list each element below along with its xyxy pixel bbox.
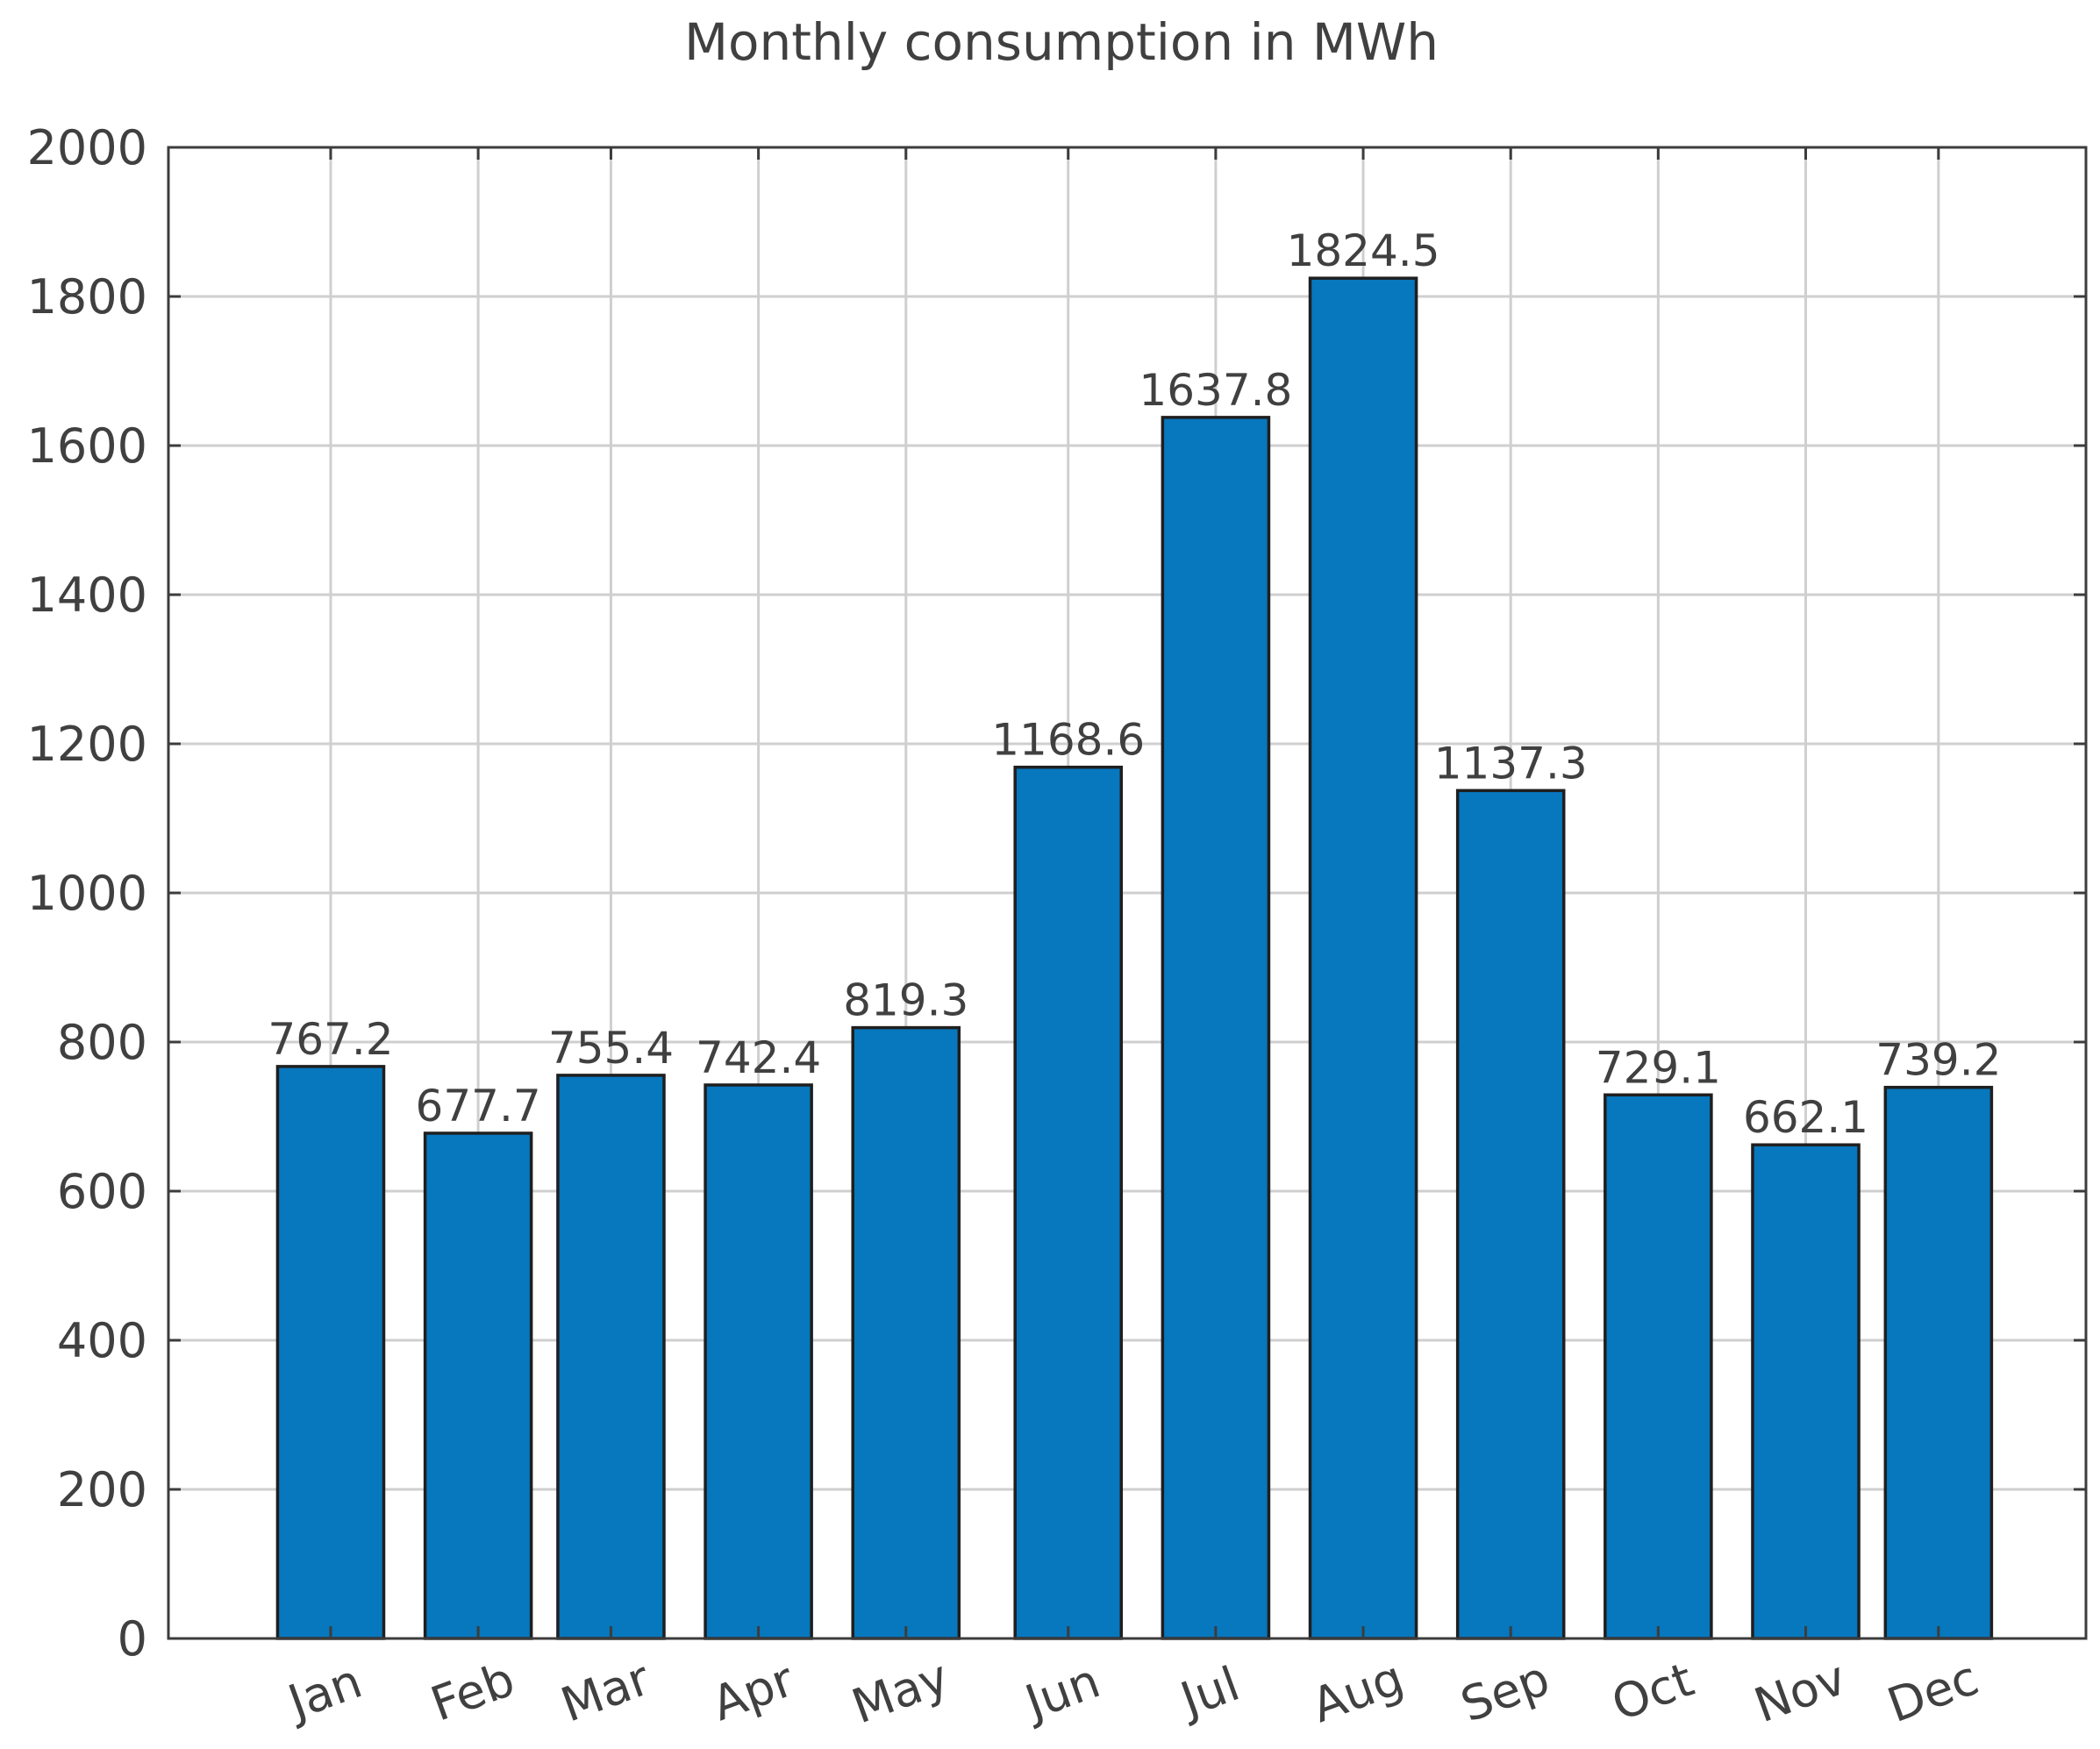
bar-sep — [1455, 789, 1566, 1640]
bar-oct — [1604, 1093, 1713, 1640]
y-tick-label-4: 800 — [57, 1015, 147, 1070]
data-label-apr: 742.4 — [696, 1032, 821, 1083]
axis-layer — [167, 146, 2088, 1640]
data-label-oct: 729.1 — [1596, 1042, 1721, 1093]
bar-jul — [1161, 416, 1271, 1640]
y-tick-label-8: 1600 — [27, 418, 147, 474]
bar-aug — [1308, 276, 1418, 1640]
data-label-nov: 662.1 — [1743, 1092, 1868, 1143]
data-label-sep: 1137.3 — [1434, 738, 1588, 789]
chart-title: Monthly consumption in MWh — [684, 12, 1439, 72]
y-tick-label-9: 1800 — [27, 269, 147, 325]
bar-jun — [1013, 765, 1124, 1640]
y-tick-label-3: 600 — [57, 1164, 147, 1219]
bar-nov — [1751, 1143, 1861, 1640]
bar-apr — [704, 1083, 813, 1640]
bar-mar — [556, 1074, 666, 1640]
data-label-jan: 767.2 — [268, 1014, 393, 1065]
y-tick-label-7: 1400 — [27, 568, 147, 623]
y-tick-label-2: 400 — [57, 1313, 147, 1368]
data-label-may: 819.3 — [843, 975, 968, 1026]
y-tick-label-5: 1000 — [27, 866, 147, 921]
data-label-jun: 1168.6 — [991, 715, 1145, 766]
bar-dec — [1883, 1085, 1994, 1640]
data-label-aug: 1824.5 — [1287, 225, 1440, 276]
bar-layer — [275, 276, 1994, 1640]
bar-jan — [275, 1065, 386, 1640]
data-label-mar: 755.4 — [548, 1023, 674, 1074]
y-tick-label-0: 0 — [118, 1611, 147, 1667]
data-label-jul: 1637.8 — [1139, 365, 1292, 416]
y-tick-label-1: 200 — [57, 1462, 147, 1517]
y-tick-label-6: 1200 — [27, 717, 147, 772]
data-label-dec: 739.2 — [1875, 1035, 2001, 1086]
data-label-feb: 677.7 — [416, 1081, 541, 1131]
y-tick-label-10: 2000 — [27, 120, 147, 175]
bar-feb — [423, 1131, 533, 1640]
bar-may — [851, 1025, 961, 1640]
